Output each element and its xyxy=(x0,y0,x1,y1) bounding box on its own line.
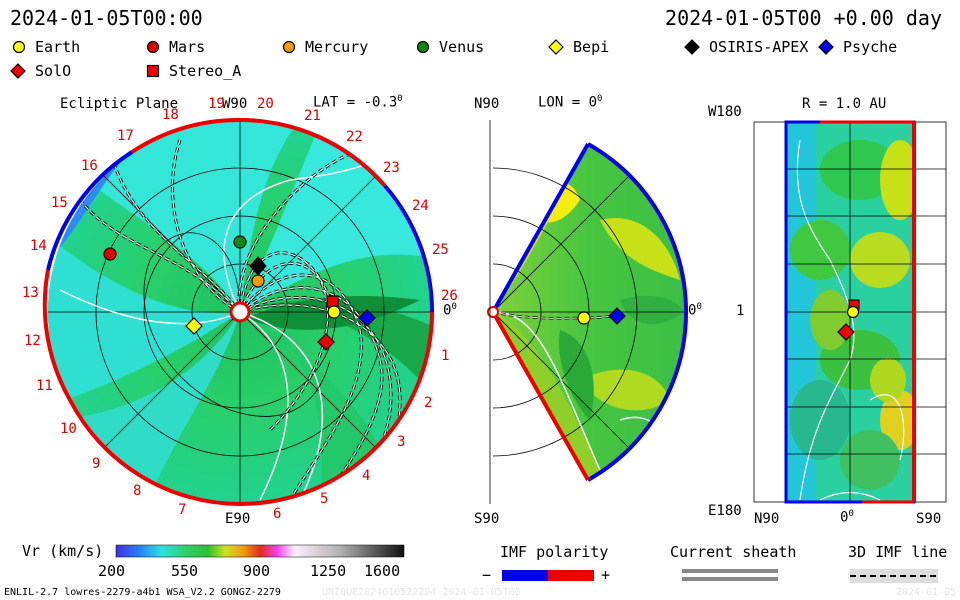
carrington-label: 5 xyxy=(320,491,329,507)
carrington-label: 1 xyxy=(441,348,450,364)
sphere-x-left: N90 xyxy=(754,511,780,527)
carrington-label: 18 xyxy=(162,107,179,123)
colorbar-tick: 550 xyxy=(171,562,199,580)
carrington-label: 26 xyxy=(441,288,458,304)
carrington-label: 21 xyxy=(304,108,321,124)
earth-sphere-marker xyxy=(846,305,860,319)
footer-date-right: 2024-01-05 xyxy=(896,587,957,598)
carrington-label: 23 xyxy=(383,160,400,176)
ecliptic-top-label: W90 xyxy=(222,96,248,112)
meridional-bottom-label: S90 xyxy=(474,511,500,527)
ecliptic-right-label: 00 xyxy=(443,302,457,319)
earth-marker-icon xyxy=(12,40,26,54)
legend-item-bepi: Bepi xyxy=(548,38,609,56)
sphere-y-bottom: E180 xyxy=(708,503,742,519)
osiris-apex-marker-icon xyxy=(684,39,700,55)
carrington-label: 24 xyxy=(412,198,429,214)
carrington-label: 17 xyxy=(117,128,134,144)
colorbar-tick: 200 xyxy=(98,562,126,580)
earth-marker xyxy=(327,305,341,319)
imf-polarity-minus: − xyxy=(482,566,492,584)
ecliptic-title: Ecliptic Plane xyxy=(60,96,179,112)
legend-item-venus: Venus xyxy=(416,38,484,56)
sphere-y-top: W180 xyxy=(708,104,742,120)
carrington-label: 7 xyxy=(178,502,187,518)
solo-marker-icon xyxy=(10,63,26,79)
header-date-offset: 2024-01-05T00 +0.00 day xyxy=(665,6,942,30)
sphere-title: R = 1.0 AU xyxy=(802,96,887,112)
legend-item-mercury: Mercury xyxy=(282,38,368,56)
imf-polarity-negative xyxy=(502,570,548,581)
carrington-label: 20 xyxy=(257,96,274,112)
stereo-a-marker xyxy=(326,295,339,308)
legend-item-psyche: Psyche xyxy=(818,38,897,56)
venus-marker-icon xyxy=(416,40,430,54)
colorbar-tick: 900 xyxy=(243,562,271,580)
carrington-label: 3 xyxy=(397,434,406,450)
psyche-marker-icon xyxy=(818,39,834,55)
sphere-map-plot xyxy=(753,120,947,504)
stereo-a-marker-icon xyxy=(146,64,160,78)
carrington-label: 13 xyxy=(22,285,39,301)
mercury-marker-icon xyxy=(282,40,296,54)
colorbar-label: Vr (km/s) xyxy=(22,542,104,560)
colorbar-tick: 1250 xyxy=(310,562,347,580)
legend-item-osiris-apex: OSIRIS-APEX xyxy=(684,38,808,56)
imf-line-symbol xyxy=(850,569,938,583)
mars-marker-icon xyxy=(146,40,160,54)
carrington-label: 8 xyxy=(133,483,142,499)
carrington-label: 12 xyxy=(24,333,41,349)
carrington-label: 9 xyxy=(92,456,101,472)
legend-item-mars: Mars xyxy=(146,38,205,56)
meridional-top-label: N90 xyxy=(474,96,500,112)
mercury-marker xyxy=(251,274,265,288)
footer-run-info: UNIQUE2024010522294-2024-01-05T00 xyxy=(322,587,521,598)
carrington-label: 22 xyxy=(346,129,363,145)
carrington-label: 11 xyxy=(36,378,53,394)
legend-item-earth: Earth xyxy=(12,38,80,56)
sphere-x-mid: 00 xyxy=(840,509,854,526)
sphere-x-right: S90 xyxy=(916,511,942,527)
meridional-title: LON = 00 xyxy=(538,94,603,111)
meridional-right-label: 00 xyxy=(688,302,702,319)
solo-sphere-marker xyxy=(837,323,855,341)
colorbar-tick: 1600 xyxy=(364,562,401,580)
ecliptic-lat-label: LAT = -0.30 xyxy=(313,94,403,111)
bepi-marker xyxy=(185,317,203,335)
legend-item-solo: SolO xyxy=(10,62,71,80)
imf-line-label: 3D IMF line xyxy=(848,543,948,561)
carrington-label: 2 xyxy=(424,395,433,411)
solo-marker xyxy=(317,333,335,351)
carrington-label: 10 xyxy=(60,421,77,437)
footer-model-info: ENLIL-2.7 lowres-2279-a4b1 WSA_V2.2 GONG… xyxy=(4,587,281,598)
legend-item-stereo-a: Stereo_A xyxy=(146,62,241,80)
carrington-label: 4 xyxy=(362,468,371,484)
psyche-marker xyxy=(358,309,376,327)
carrington-label: 14 xyxy=(30,238,47,254)
imf-polarity-positive xyxy=(548,570,594,581)
venus-marker xyxy=(233,235,247,249)
velocity-colorbar xyxy=(115,544,405,558)
carrington-label: 25 xyxy=(432,242,449,258)
bepi-marker-icon xyxy=(548,39,564,55)
earth-meridional-marker xyxy=(577,311,591,325)
carrington-label: 16 xyxy=(81,158,98,174)
current-sheath-label: Current sheath xyxy=(670,543,797,561)
ecliptic-plane-plot xyxy=(42,117,435,506)
current-sheath-symbol xyxy=(682,569,778,581)
carrington-label: 19 xyxy=(208,96,225,112)
psyche-meridional-marker xyxy=(608,307,626,325)
carrington-label: 6 xyxy=(273,506,282,522)
meridional-plane-plot xyxy=(487,120,688,504)
carrington-label: 15 xyxy=(51,195,68,211)
mars-marker xyxy=(103,247,117,261)
header-date: 2024-01-05T00:00 xyxy=(10,6,203,30)
sphere-y-mid: 1 xyxy=(736,303,745,319)
imf-polarity-label: IMF polarity xyxy=(500,543,609,561)
imf-polarity-plus: + xyxy=(601,566,611,584)
ecliptic-bottom-label: E90 xyxy=(225,511,251,527)
